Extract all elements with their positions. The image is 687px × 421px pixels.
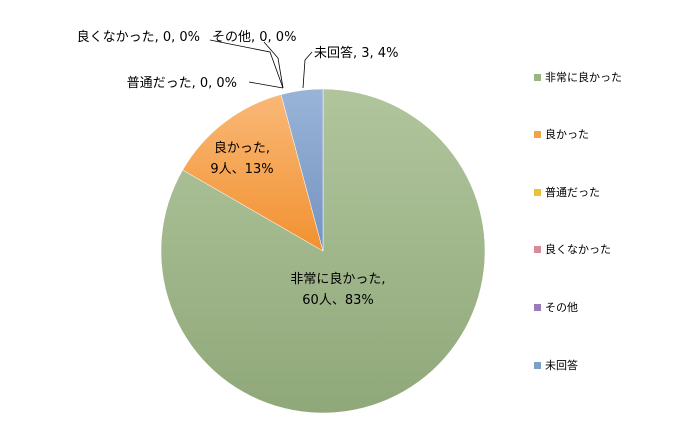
data-label-good-line1: 良かった, [214,140,270,156]
pie-slice-no-answer [280,88,324,252]
legend-swatch-good [534,131,541,138]
data-label-no-answer: 未回答, 3, 4% [314,45,398,61]
pie-slice-good [182,94,324,252]
legend-swatch-no-answer [534,362,541,369]
data-label-very-good-line2: 60人、83% [302,293,373,308]
legend-label-no-answer: 未回答 [545,358,578,372]
leader-line-other [263,41,284,89]
legend-label-good: 良かった [545,127,589,141]
legend-label-not-good: 良くなかった [545,242,611,256]
legend-swatch-average [534,189,541,196]
leader-line-no-answer [302,51,313,89]
legend-swatch-not-good [534,246,541,253]
data-label-very-good-line1: 非常に良かった, [290,271,385,287]
data-label-good-line2: 9人、13% [210,162,273,177]
leader-line-not-good [209,39,284,89]
data-label-average: 普通だった, 0, 0% [127,76,237,91]
legend: 非常に良かった 良かった 普通だった 良くなかった その他 未回答 [534,70,622,372]
legend-swatch-very-good [534,74,541,81]
legend-swatch-other [534,304,541,311]
data-label-other: その他, 0, 0% [212,30,296,45]
legend-label-other: その他 [545,301,578,314]
legend-label-average: 普通だった [545,185,600,199]
data-label-not-good: 良くなかった, 0, 0% [77,29,200,45]
leader-line-average [248,81,284,89]
legend-label-very-good: 非常に良かった [545,70,622,84]
